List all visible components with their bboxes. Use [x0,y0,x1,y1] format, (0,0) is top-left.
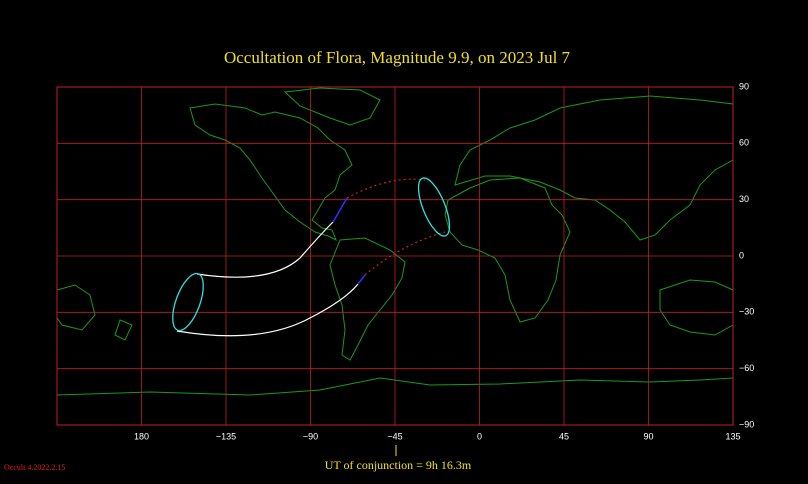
x-tick-label: −135 [216,431,236,441]
version-label: Occult 4.2022.2.15 [4,463,65,472]
occultation-path [172,177,451,337]
map-frame [56,86,734,426]
australia-east [56,284,96,331]
shadow-segment [357,274,366,285]
eurasia [454,95,734,241]
x-tick-label: 135 [725,431,740,441]
shadow-ellipse-end [417,177,451,237]
shadow-segment [332,197,348,223]
y-tick-label: 30 [739,194,749,204]
new-zealand [114,319,133,341]
y-tick-label: −60 [739,363,754,373]
shadow-limit-south [364,231,446,276]
y-tick-label: −30 [739,307,754,317]
map-title: Occultation of Flora, Magnitude 9.9, on … [224,48,571,67]
africa [444,177,571,323]
shadow-edge-north [196,221,334,278]
y-tick-label: −90 [739,419,754,429]
x-tick-label: 180 [134,431,149,441]
x-tick-label: 45 [559,431,569,441]
shadow-edge-south [176,283,359,337]
y-tick-label: 60 [739,138,749,148]
y-tick-label: 0 [739,250,744,260]
greenland [283,87,381,126]
shadow-ellipse-start [172,272,204,332]
antarctica [56,377,734,396]
x-tick-label: −90 [303,431,318,441]
x-tick-label: −45 [387,431,402,441]
australia-west [659,279,734,336]
north-america [189,103,353,242]
x-tick-label: 0 [477,431,482,441]
y-tick-label: 90 [739,81,749,91]
conjunction-time: UT of conjunction = 9h 16.3m [325,458,472,472]
x-tick-label: 90 [643,431,653,441]
